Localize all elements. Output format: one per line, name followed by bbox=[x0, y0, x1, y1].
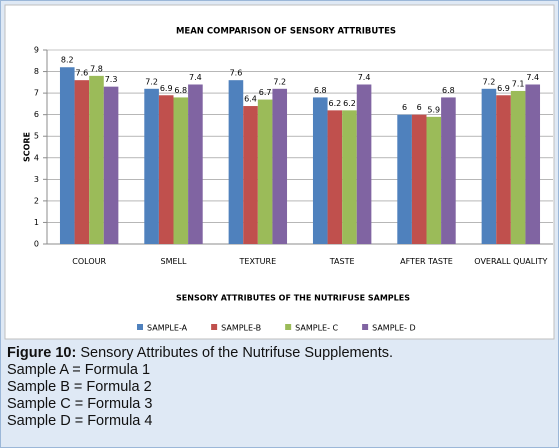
value-label: 6.2 bbox=[343, 99, 356, 108]
legend-swatch bbox=[211, 324, 218, 330]
caption-line: Sample A = Formula 1 bbox=[7, 362, 151, 378]
y-tick-label: 1 bbox=[34, 218, 39, 227]
bar bbox=[59, 67, 75, 244]
value-label: 7.8 bbox=[90, 64, 103, 73]
value-label: 7.4 bbox=[189, 73, 202, 82]
y-tick-label: 2 bbox=[34, 196, 39, 205]
y-tick-label: 0 bbox=[34, 240, 39, 249]
x-tick-label-box: AFTER TASTE bbox=[400, 257, 453, 266]
legend-swatch bbox=[362, 324, 369, 330]
value-label: 5.9 bbox=[427, 105, 440, 114]
value-label: 6.7 bbox=[259, 88, 272, 97]
value-label: 6.8 bbox=[442, 86, 455, 95]
bar bbox=[89, 75, 104, 244]
bar bbox=[228, 80, 244, 244]
chart: MEAN COMPARISON OF SENSORY ATTRIBUTES SC… bbox=[4, 4, 555, 340]
value-label: 6.8 bbox=[314, 86, 327, 95]
bar bbox=[411, 114, 427, 245]
bar bbox=[243, 106, 258, 245]
y-tick-label: 7 bbox=[34, 89, 39, 98]
y-tick-label: 4 bbox=[34, 153, 39, 162]
value-label: 7.4 bbox=[526, 73, 539, 82]
bar bbox=[481, 88, 497, 244]
caption-line: Sample B = Formula 2 bbox=[7, 379, 152, 395]
legend-label: SAMPLE- C bbox=[295, 324, 338, 333]
value-label: 7.3 bbox=[105, 75, 118, 84]
caption-label: Figure 10: bbox=[7, 345, 77, 361]
y-tick-label: 5 bbox=[34, 132, 39, 141]
bar bbox=[103, 86, 119, 245]
bar bbox=[342, 110, 357, 244]
value-label: 7.1 bbox=[512, 79, 525, 88]
value-label: 6.4 bbox=[244, 95, 257, 104]
x-tick-label: COLOUR bbox=[72, 257, 107, 266]
bar bbox=[327, 110, 343, 244]
legend-label: SAMPLE-A bbox=[147, 324, 188, 333]
value-label: 6 bbox=[417, 103, 422, 112]
value-label: 7.6 bbox=[75, 69, 88, 78]
value-label: 6 bbox=[402, 103, 407, 112]
y-tick-label: 3 bbox=[34, 175, 39, 184]
value-label: 6.9 bbox=[497, 84, 510, 93]
bar bbox=[158, 95, 174, 245]
bar bbox=[144, 88, 159, 244]
y-tick-label: 6 bbox=[34, 110, 39, 119]
y-tick-label: 9 bbox=[34, 46, 39, 55]
value-label: 7.2 bbox=[483, 77, 496, 86]
y-axis-title: SCORE bbox=[23, 132, 32, 162]
x-tick-label: TEXTURE bbox=[239, 257, 277, 266]
value-label: 7.4 bbox=[358, 73, 371, 82]
bar bbox=[173, 97, 189, 244]
legend-swatch bbox=[137, 324, 143, 330]
value-label: 6.8 bbox=[174, 86, 187, 95]
legend-label: SAMPLE- D bbox=[372, 324, 416, 333]
bar bbox=[525, 84, 541, 244]
x-tick-label-box: OVERALL QUALITY bbox=[474, 257, 548, 266]
bar bbox=[272, 88, 288, 244]
value-label: 7.2 bbox=[273, 77, 286, 86]
value-label: 8.2 bbox=[61, 56, 74, 65]
bar bbox=[257, 99, 273, 244]
bar bbox=[74, 80, 90, 244]
bar bbox=[312, 97, 328, 244]
value-label: 7.2 bbox=[145, 77, 158, 86]
caption-line: Sample D = Formula 4 bbox=[7, 413, 153, 429]
value-label: 6.9 bbox=[160, 84, 173, 93]
legend-swatch bbox=[285, 324, 292, 330]
bar bbox=[510, 90, 526, 244]
value-label: 6.2 bbox=[328, 99, 341, 108]
x-tick-label-box: TEXTURE bbox=[239, 257, 277, 266]
x-tick-label: AFTER TASTE bbox=[400, 257, 453, 266]
caption-line: Sample C = Formula 3 bbox=[7, 396, 153, 412]
x-tick-label-box: TASTE bbox=[329, 257, 355, 266]
chart-title: MEAN COMPARISON OF SENSORY ATTRIBUTES bbox=[176, 27, 396, 37]
x-tick-label-box: SMELL bbox=[160, 257, 187, 266]
bar bbox=[356, 84, 372, 244]
bar bbox=[188, 84, 203, 244]
x-tick-label: SMELL bbox=[160, 257, 187, 266]
caption-title: Figure 10: Sensory Attributes of the Nut… bbox=[7, 345, 393, 362]
x-tick-label-box: COLOUR bbox=[72, 257, 107, 266]
x-tick-label: TASTE bbox=[329, 257, 355, 266]
bar bbox=[397, 114, 412, 245]
y-tick-label: 8 bbox=[34, 67, 39, 76]
value-label: 7.6 bbox=[230, 69, 243, 78]
legend-label: SAMPLE-B bbox=[221, 324, 261, 333]
x-axis-title: SENSORY ATTRIBUTES OF THE NUTRIFUSE SAMP… bbox=[176, 294, 410, 303]
caption-text: Sensory Attributes of the Nutrifuse Supp… bbox=[80, 345, 394, 361]
bar bbox=[441, 97, 456, 244]
bar bbox=[496, 95, 511, 245]
x-tick-label: OVERALL QUALITY bbox=[474, 257, 548, 266]
caption: Figure 10: Sensory Attributes of the Nut… bbox=[7, 345, 393, 430]
bar bbox=[426, 116, 442, 244]
